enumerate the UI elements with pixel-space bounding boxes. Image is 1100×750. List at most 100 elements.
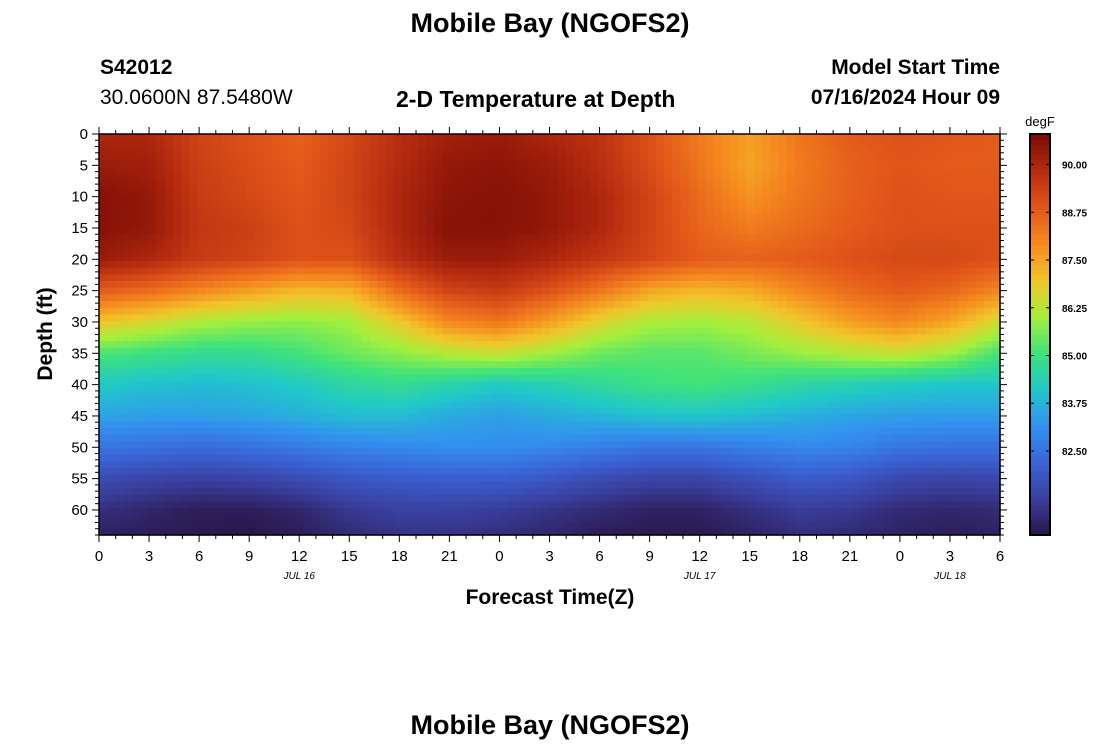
heatmap-cell	[189, 147, 198, 155]
heatmap-cell	[615, 334, 624, 342]
heatmap-cell	[729, 307, 739, 316]
heatmap-cell	[967, 220, 977, 229]
heatmap-cell	[918, 187, 927, 195]
heatmap-cell	[811, 314, 821, 322]
heatmap-cell	[688, 160, 698, 169]
heatmap-cell	[352, 341, 362, 349]
heatmap-cell	[377, 414, 387, 422]
heatmap-cell	[197, 347, 207, 356]
heatmap-cell	[696, 341, 706, 349]
heatmap-cell	[827, 327, 837, 336]
heatmap-cell	[598, 321, 608, 329]
heatmap-cell	[991, 167, 1001, 175]
heatmap-cell	[443, 254, 452, 262]
heatmap-cell	[737, 307, 747, 316]
heatmap-cell	[754, 254, 764, 262]
heatmap-cell	[557, 187, 567, 195]
heatmap-cell	[975, 394, 985, 402]
heatmap-cell	[541, 160, 551, 169]
heatmap-cell	[156, 167, 166, 175]
heatmap-cell	[533, 294, 542, 302]
heatmap-cell	[402, 381, 411, 389]
heatmap-cell	[189, 240, 198, 249]
heatmap-cell	[451, 180, 460, 189]
heatmap-cell	[541, 354, 551, 362]
heatmap-cell	[524, 247, 534, 255]
heatmap-cell	[860, 428, 870, 436]
heatmap-cell	[443, 174, 452, 182]
heatmap-cell	[369, 194, 379, 202]
heatmap-cell	[246, 421, 256, 429]
heatmap-cell	[533, 281, 542, 289]
heatmap-cell	[582, 421, 592, 429]
heatmap-cell	[590, 287, 600, 295]
heatmap-cell	[451, 341, 460, 349]
heatmap-cell	[926, 381, 936, 389]
heatmap-cell	[598, 174, 608, 182]
heatmap-cell	[238, 167, 248, 175]
heatmap-cell	[647, 194, 657, 202]
heatmap-cell	[926, 247, 936, 255]
heatmap-cell	[574, 367, 583, 376]
heatmap-cell	[606, 414, 616, 422]
heatmap-cell	[959, 341, 968, 349]
heatmap-cell	[729, 347, 739, 356]
heatmap-cell	[541, 214, 551, 222]
heatmap-cell	[197, 314, 207, 322]
heatmap-cell	[598, 287, 608, 295]
heatmap-cell	[459, 301, 469, 309]
heatmap-cell	[655, 214, 665, 222]
heatmap-cell	[524, 200, 534, 209]
heatmap-cell	[99, 414, 108, 422]
heatmap-cell	[615, 140, 624, 148]
heatmap-cell	[590, 147, 600, 155]
heatmap-cell	[230, 301, 239, 309]
heatmap-cell	[762, 314, 772, 322]
heatmap-cell	[369, 381, 379, 389]
heatmap-cell	[123, 281, 133, 289]
heatmap-cell	[271, 160, 280, 169]
heatmap-cell	[295, 240, 305, 249]
heatmap-cell	[516, 341, 526, 349]
heatmap-cell	[221, 374, 231, 382]
heatmap-cell	[180, 267, 190, 275]
heatmap-cell	[770, 240, 780, 249]
heatmap-cell	[795, 227, 805, 235]
heatmap-cell	[254, 154, 264, 162]
heatmap-cell	[483, 200, 493, 209]
heatmap-cell	[926, 240, 936, 249]
heatmap-cell	[860, 401, 870, 409]
heatmap-cell	[713, 428, 723, 436]
heatmap-cell	[99, 260, 108, 269]
heatmap-cell	[778, 194, 788, 202]
heatmap-cell	[311, 234, 321, 242]
heatmap-cell	[836, 361, 845, 369]
heatmap-cell	[230, 327, 239, 336]
heatmap-cell	[557, 414, 567, 422]
heatmap-cell	[516, 227, 526, 235]
heatmap-cell	[721, 220, 731, 229]
heatmap-cell	[271, 381, 280, 389]
heatmap-cell	[737, 361, 747, 369]
heatmap-cell	[541, 187, 551, 195]
heatmap-cell	[377, 301, 387, 309]
heatmap-cell	[672, 334, 682, 342]
heatmap-cell	[459, 294, 469, 302]
heatmap-cell	[139, 347, 149, 356]
heatmap-cell	[418, 341, 428, 349]
heatmap-cell	[582, 214, 592, 222]
heatmap-cell	[295, 434, 305, 443]
heatmap-cell	[950, 394, 960, 402]
heatmap-cell	[197, 194, 207, 202]
heatmap-cell	[721, 147, 731, 155]
heatmap-cell	[688, 361, 698, 369]
heatmap-cell	[705, 321, 714, 329]
heatmap-cell	[205, 187, 215, 195]
heatmap-cell	[385, 187, 395, 195]
heatmap-cell	[746, 334, 755, 342]
heatmap-cell	[516, 160, 526, 169]
heatmap-cell	[705, 194, 714, 202]
heatmap-cell	[254, 334, 264, 342]
heatmap-cell	[205, 361, 215, 369]
heatmap-cell	[598, 294, 608, 302]
